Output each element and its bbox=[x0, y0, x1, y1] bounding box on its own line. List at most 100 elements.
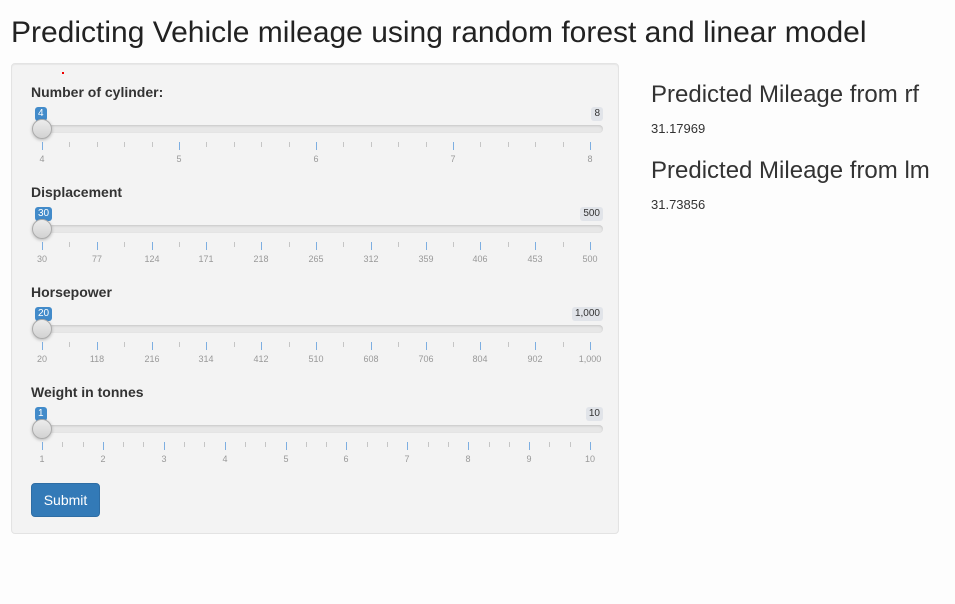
major-tick bbox=[346, 442, 347, 450]
horsepower-label: Horsepower bbox=[31, 284, 112, 300]
horsepower-slider-handle[interactable] bbox=[32, 319, 52, 339]
major-tick bbox=[206, 242, 207, 250]
minor-tick bbox=[508, 342, 509, 347]
minor-tick bbox=[184, 442, 185, 447]
major-tick bbox=[590, 242, 591, 250]
major-tick bbox=[152, 342, 153, 350]
minor-tick bbox=[124, 342, 125, 347]
minor-tick bbox=[426, 142, 427, 147]
minor-tick bbox=[179, 242, 180, 247]
tick-label: 20 bbox=[36, 354, 48, 364]
major-tick bbox=[97, 242, 98, 250]
minor-tick bbox=[289, 142, 290, 147]
major-tick bbox=[535, 242, 536, 250]
major-tick bbox=[179, 142, 180, 150]
minor-tick bbox=[509, 442, 510, 447]
horsepower-value-badge: 20 bbox=[35, 307, 53, 321]
major-tick bbox=[316, 142, 317, 150]
minor-tick bbox=[398, 342, 399, 347]
minor-tick bbox=[387, 442, 388, 447]
tick-label: 1 bbox=[39, 454, 45, 464]
minor-tick bbox=[123, 442, 124, 447]
minor-tick bbox=[62, 442, 63, 447]
tick-label: 902 bbox=[527, 354, 543, 364]
major-tick bbox=[286, 442, 287, 450]
minor-tick bbox=[570, 442, 571, 447]
major-tick bbox=[480, 242, 481, 250]
minor-tick bbox=[69, 342, 70, 347]
major-tick bbox=[535, 342, 536, 350]
weight-slider: Weight in tonnes 1 10 1 2 3 4 5 6 7 8 9 10 bbox=[31, 384, 603, 474]
tick-label: 5 bbox=[176, 154, 182, 164]
tick-label: 608 bbox=[363, 354, 379, 364]
submit-button[interactable]: Submit bbox=[31, 483, 100, 517]
tick-label: 706 bbox=[418, 354, 434, 364]
minor-tick bbox=[453, 242, 454, 247]
tick-label: 359 bbox=[418, 254, 434, 264]
major-tick bbox=[453, 142, 454, 150]
page-title: Predicting Vehicle mileage using random … bbox=[11, 16, 867, 49]
minor-tick bbox=[480, 142, 481, 147]
tick-label: 171 bbox=[198, 254, 214, 264]
minor-tick bbox=[152, 142, 153, 147]
minor-tick bbox=[265, 442, 266, 447]
weight-tick-scale: 1 2 3 4 5 6 7 8 9 10 bbox=[39, 442, 595, 464]
major-tick bbox=[225, 442, 226, 450]
minor-tick bbox=[367, 442, 368, 447]
major-tick bbox=[468, 442, 469, 450]
major-tick bbox=[164, 442, 165, 450]
cylinder-slider-track[interactable] bbox=[42, 125, 603, 133]
major-tick bbox=[426, 342, 427, 350]
tick-label: 124 bbox=[144, 254, 160, 264]
minor-tick bbox=[289, 242, 290, 247]
tick-label: 265 bbox=[308, 254, 324, 264]
displacement-tick-scale: 30 77 124 171 218 265 312 359 406 453 500 bbox=[37, 242, 598, 264]
rf-prediction-value: 31.17969 bbox=[651, 121, 706, 136]
tick-label: 4 bbox=[39, 154, 45, 164]
minor-tick bbox=[143, 442, 144, 447]
major-tick bbox=[590, 442, 591, 450]
minor-tick bbox=[69, 242, 70, 247]
major-tick bbox=[42, 142, 43, 150]
tick-label: 30 bbox=[36, 254, 48, 264]
displacement-slider-track[interactable] bbox=[42, 225, 603, 233]
minor-tick bbox=[326, 442, 327, 447]
minor-tick bbox=[124, 242, 125, 247]
major-tick bbox=[480, 342, 481, 350]
horsepower-slider-track[interactable] bbox=[42, 325, 603, 333]
major-tick bbox=[261, 342, 262, 350]
horsepower-max-badge: 1,000 bbox=[571, 307, 603, 321]
rf-prediction-title: Predicted Mileage from rf bbox=[651, 81, 920, 108]
major-tick bbox=[426, 242, 427, 250]
cylinder-tick-scale: 4 5 6 7 8 bbox=[39, 142, 593, 164]
major-tick bbox=[206, 342, 207, 350]
displacement-slider-handle[interactable] bbox=[32, 219, 52, 239]
tick-label: 8 bbox=[587, 154, 593, 164]
minor-tick bbox=[549, 442, 550, 447]
minor-tick bbox=[508, 142, 509, 147]
tick-label: 7 bbox=[404, 454, 410, 464]
minor-tick bbox=[448, 442, 449, 447]
major-tick bbox=[371, 342, 372, 350]
minor-tick bbox=[261, 142, 262, 147]
tick-label: 6 bbox=[313, 154, 319, 164]
weight-slider-handle[interactable] bbox=[32, 419, 52, 439]
tick-label: 6 bbox=[343, 454, 349, 464]
minor-tick bbox=[245, 442, 246, 447]
cylinder-max-badge: 8 bbox=[591, 107, 603, 121]
minor-tick bbox=[563, 242, 564, 247]
weight-slider-track[interactable] bbox=[42, 425, 603, 433]
minor-tick bbox=[179, 342, 180, 347]
minor-tick bbox=[204, 442, 205, 447]
major-tick bbox=[42, 342, 43, 350]
tick-label: 2 bbox=[100, 454, 106, 464]
cylinder-slider-handle[interactable] bbox=[32, 119, 52, 139]
major-tick bbox=[97, 342, 98, 350]
minor-tick bbox=[398, 242, 399, 247]
minor-tick bbox=[343, 342, 344, 347]
minor-tick bbox=[398, 142, 399, 147]
minor-tick bbox=[508, 242, 509, 247]
cylinder-value-badge: 4 bbox=[35, 107, 47, 121]
cylinder-slider: Number of cylinder: 4 8 4 5 6 7 8 bbox=[31, 84, 603, 174]
input-panel: Number of cylinder: 4 8 4 5 6 7 8 Displaceme… bbox=[11, 63, 619, 534]
